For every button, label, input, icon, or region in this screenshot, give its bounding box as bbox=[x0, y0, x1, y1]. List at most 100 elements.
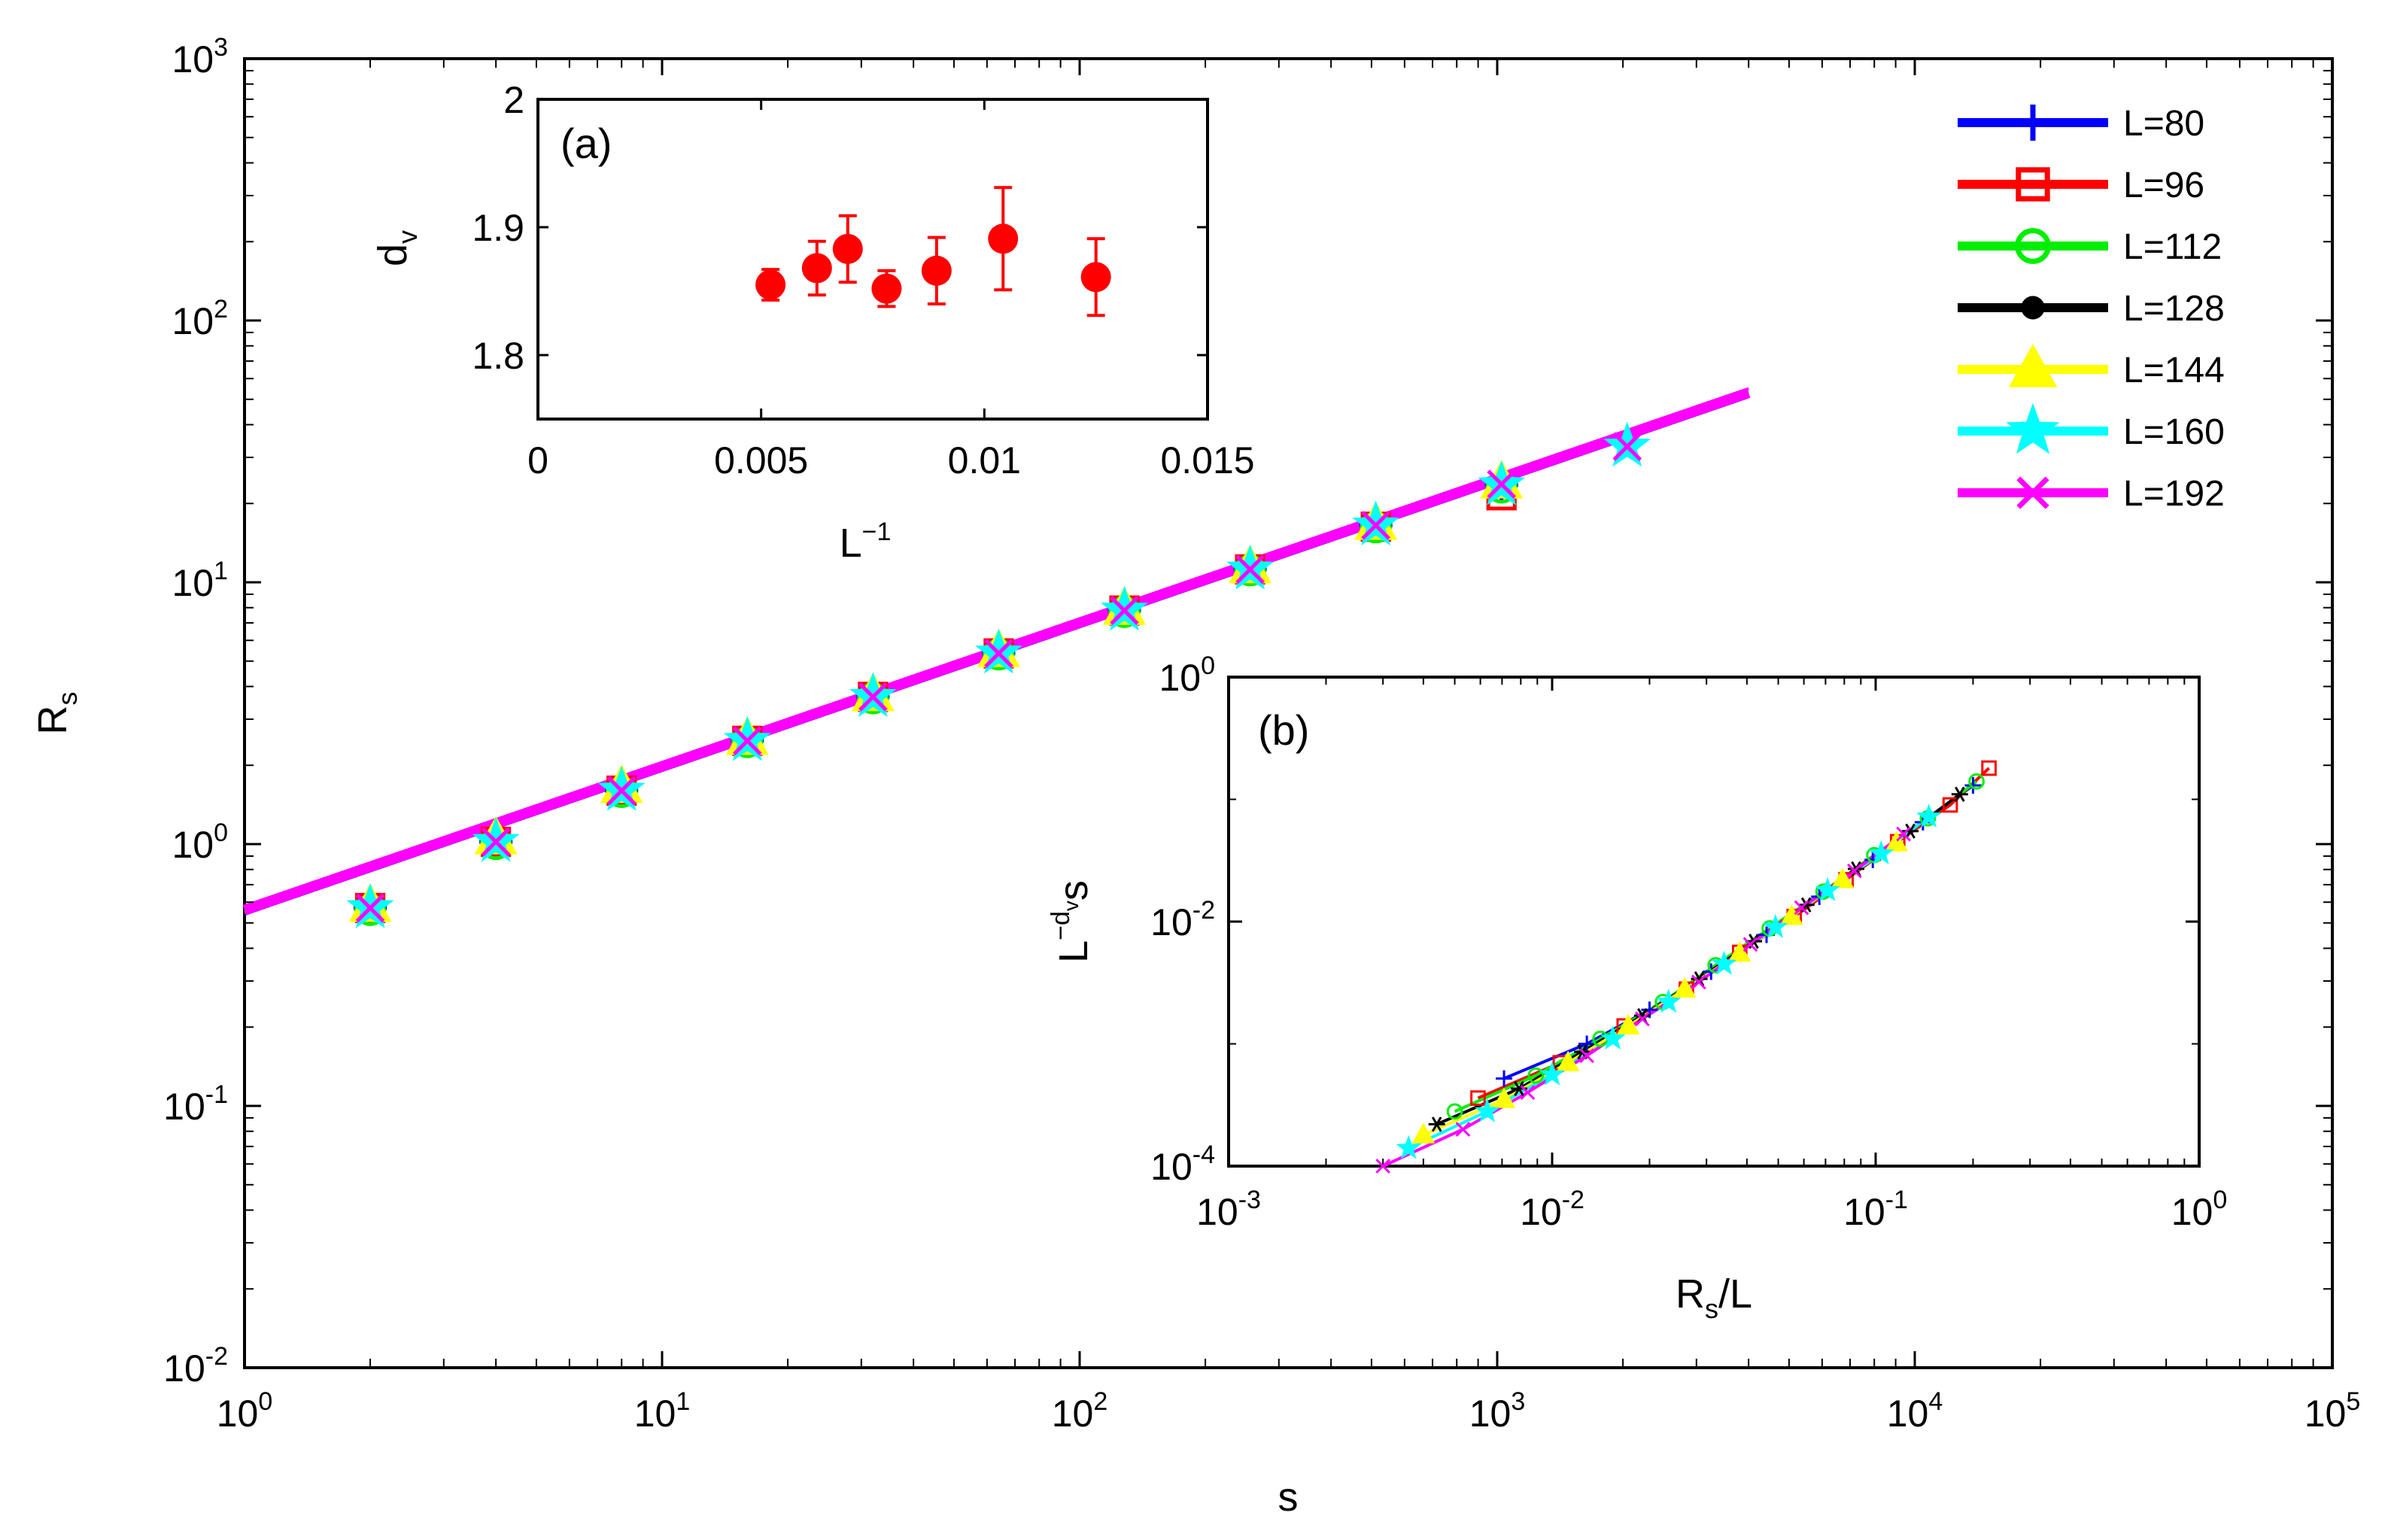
inset-a-marker bbox=[921, 255, 952, 286]
inset-b-point-L=192 bbox=[1455, 1122, 1471, 1137]
legend-marker-L=192 bbox=[2016, 476, 2049, 509]
svg-text:Rs: Rs bbox=[30, 692, 83, 735]
main-point-L=192 bbox=[1487, 469, 1517, 499]
main-x-tick-label: 102 bbox=[1052, 1387, 1108, 1435]
inset-b-point-L=160 bbox=[1763, 913, 1788, 938]
inset-b-point-L=160 bbox=[1815, 876, 1840, 901]
main-point-L=192 bbox=[481, 827, 511, 857]
svg-text:dv: dv bbox=[370, 230, 423, 266]
inset-b-point-L=144 bbox=[1492, 1087, 1516, 1108]
legend-marker-L=160 bbox=[2006, 402, 2060, 454]
inset-b-point-L=144 bbox=[1728, 941, 1752, 962]
inset-b-point-L=192 bbox=[1375, 1159, 1391, 1174]
main-x-tick-label: 101 bbox=[634, 1387, 691, 1435]
main-y-axis-label: Rs bbox=[30, 692, 83, 735]
inset-b-point-L=144 bbox=[1556, 1050, 1580, 1071]
inset-a-points bbox=[755, 186, 1111, 317]
inset-b-point-L=144 bbox=[1780, 904, 1803, 925]
legend-marker-L=112 bbox=[2015, 228, 2051, 264]
svg-text:L−dvs: L−dvs bbox=[1047, 880, 1096, 963]
inset-b-series bbox=[1375, 760, 1997, 1174]
inset-b-point-L=192 bbox=[1520, 1085, 1536, 1101]
legend-label-L=128: L=128 bbox=[2123, 289, 2225, 329]
inset-b-frame bbox=[1227, 676, 2201, 1168]
main-y-tick-label: 103 bbox=[172, 33, 228, 80]
inset-a-x-tick-label: 0 bbox=[527, 439, 548, 481]
inset-a-x-axis-label: L−1 bbox=[840, 518, 892, 566]
inset-b-point-L=192 bbox=[1896, 826, 1911, 842]
inset-a-y-tick-label: 1.8 bbox=[472, 335, 524, 377]
svg-text:L−1: L−1 bbox=[840, 518, 892, 566]
inset-b-point-L=144 bbox=[1885, 831, 1908, 852]
legend-label-L=112: L=112 bbox=[2123, 227, 2222, 267]
inset-b-point-L=112 bbox=[1446, 1103, 1463, 1120]
inset-a-frame bbox=[536, 98, 1209, 421]
inset-b-point-L=160 bbox=[1916, 803, 1942, 828]
main-x-ticks: 100 101 102 103 104 105 bbox=[217, 59, 2361, 1435]
inset-b-point-L=144 bbox=[1617, 1013, 1640, 1034]
inset-a-marker bbox=[871, 273, 902, 304]
inset-b-point-L=192 bbox=[1691, 974, 1706, 990]
inset-b-y-tick-label: 10-4 bbox=[1150, 1141, 1215, 1188]
main-data-markers bbox=[346, 421, 1651, 928]
inset-a-x-tick-label: 0.01 bbox=[948, 439, 1021, 481]
inset-b-point-L=160 bbox=[1711, 950, 1737, 975]
inset-b-point-L=192 bbox=[1742, 937, 1758, 952]
inset-b-panel-label: (b) bbox=[1258, 706, 1309, 754]
inset-a-marker bbox=[988, 223, 1019, 254]
inset-b-point-L=192 bbox=[1794, 900, 1809, 916]
inset-b-point-L=96 bbox=[1942, 797, 1958, 813]
inset-b-x-tick-label: 10-2 bbox=[1520, 1186, 1584, 1233]
inset-a-marker bbox=[832, 233, 863, 264]
main-y-tick-label: 10-2 bbox=[163, 1342, 228, 1390]
main-point-L=192 bbox=[858, 682, 888, 712]
inset-a-marker bbox=[755, 269, 786, 300]
inset-b-point-L=160 bbox=[1396, 1134, 1421, 1159]
inset-b-point-L=144 bbox=[1411, 1122, 1436, 1144]
inset-a-y-tick-label: 2 bbox=[503, 79, 524, 121]
inset-a-y-tick-label: 1.9 bbox=[472, 207, 524, 249]
inset-b-y-axis-label: L−dvs bbox=[1047, 880, 1096, 963]
inset-b-point-L=144 bbox=[1673, 977, 1697, 998]
inset-b-point-L=128 bbox=[1902, 823, 1919, 839]
svg-text:Rs/L: Rs/L bbox=[1676, 1271, 1752, 1324]
inset-b-x-tick-label: 10-3 bbox=[1196, 1186, 1261, 1233]
inset-a-point bbox=[801, 239, 832, 297]
inset-a-panel-label: (a) bbox=[561, 120, 612, 167]
main-y-tick-label: 101 bbox=[172, 557, 228, 604]
inset-a-point bbox=[988, 186, 1019, 292]
inset-a-point bbox=[1080, 237, 1111, 317]
inset-b-x-tick-label: 100 bbox=[2171, 1186, 2228, 1233]
inset-b-point-L=96 bbox=[1470, 1090, 1486, 1106]
inset-b-point-L=160 bbox=[1656, 989, 1682, 1013]
inset-b-point-L=112 bbox=[1968, 773, 1985, 790]
legend-label-L=96: L=96 bbox=[2123, 166, 2204, 205]
main-x-tick-label: 103 bbox=[1469, 1387, 1526, 1435]
main-y-ticks: 10-2 10-1 100 101 102 103 bbox=[163, 33, 2332, 1390]
inset-b-point-L=96 bbox=[1981, 760, 1997, 776]
inset-b-point-L=144 bbox=[1831, 867, 1855, 888]
inset-b-point-L=80 bbox=[1578, 1035, 1596, 1052]
legend: L=80 L=96 L=112 L=128 L=144 L=160 L=192 bbox=[1958, 104, 2225, 514]
inset-a-point bbox=[832, 214, 863, 284]
inset-a-x-tick-label: 0.005 bbox=[714, 439, 808, 481]
inset-a-marker bbox=[801, 253, 832, 284]
main-x-tick-label: 105 bbox=[2304, 1387, 2361, 1435]
main-point-L=192 bbox=[1235, 554, 1265, 585]
inset-b-point-L=80 bbox=[1496, 1070, 1513, 1087]
inset-b-point-L=160 bbox=[1868, 840, 1894, 864]
legend-label-L=160: L=160 bbox=[2123, 412, 2225, 452]
inset-b-point-L=192 bbox=[1846, 863, 1862, 879]
main-point-L=192 bbox=[1361, 510, 1391, 540]
inset-b-point-L=160 bbox=[1539, 1061, 1565, 1086]
inset-a-y-axis-label: dv bbox=[370, 230, 423, 266]
main-y-tick-label: 102 bbox=[172, 295, 228, 342]
legend-marker-L=96 bbox=[2016, 167, 2050, 202]
inset-a-marker bbox=[1080, 262, 1111, 293]
main-y-tick-label: 10-1 bbox=[163, 1080, 228, 1128]
main-point-L=192 bbox=[1110, 596, 1139, 625]
inset-b-y-tick-label: 100 bbox=[1159, 652, 1215, 699]
inset-b-point-L=160 bbox=[1600, 1025, 1626, 1049]
legend-marker-L=80 bbox=[2015, 105, 2051, 141]
main-point-L=192 bbox=[984, 639, 1013, 668]
